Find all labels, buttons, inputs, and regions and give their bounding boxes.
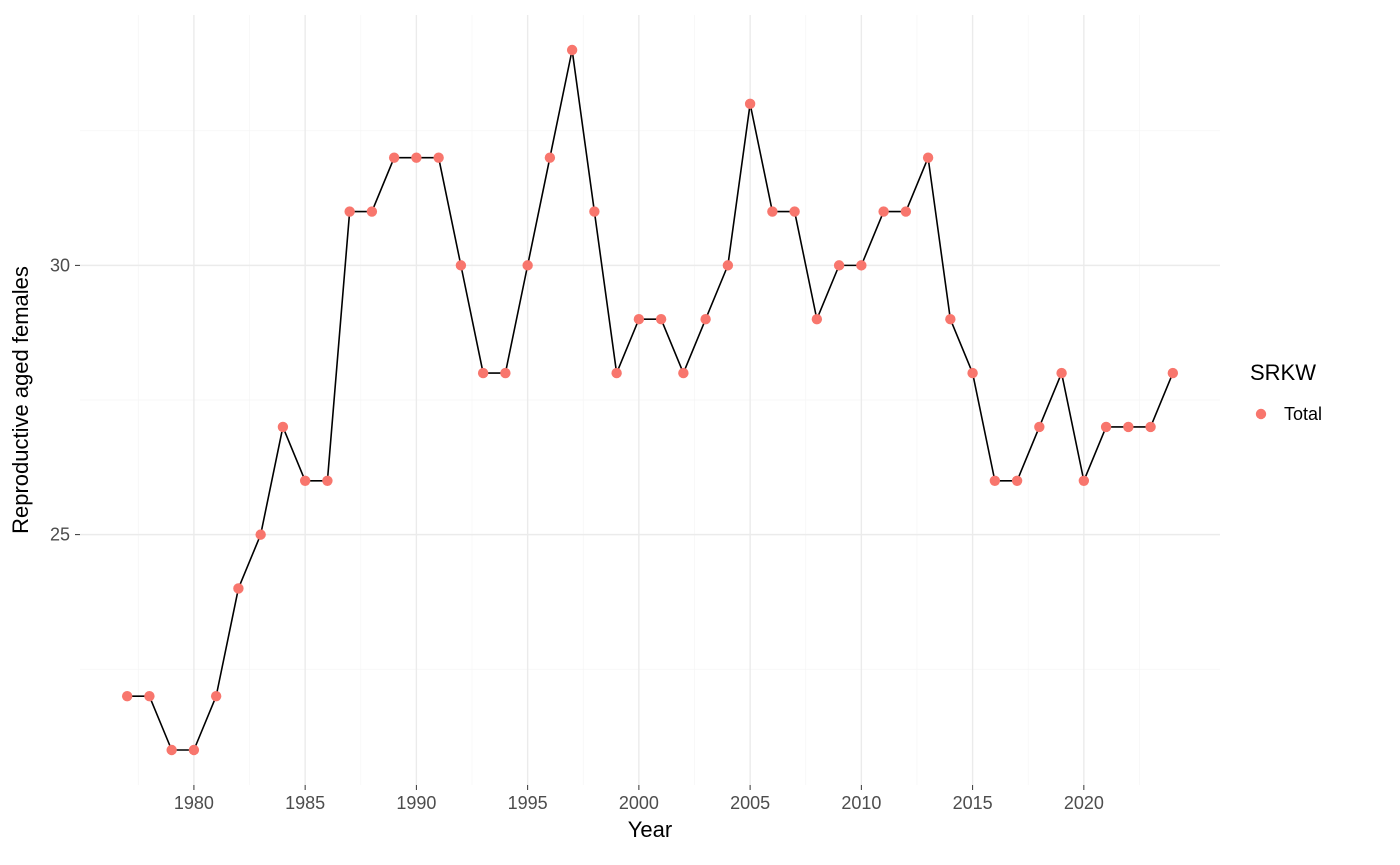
data-point: [433, 152, 443, 162]
data-point: [723, 260, 733, 270]
data-point: [1168, 368, 1178, 378]
data-point: [211, 691, 221, 701]
legend: SRKW Total: [1250, 360, 1322, 425]
data-point: [300, 476, 310, 486]
y-axis-title: Reproductive aged females: [8, 266, 33, 534]
x-tick-label: 1995: [508, 793, 548, 813]
data-point: [500, 368, 510, 378]
x-tick-label: 1985: [285, 793, 325, 813]
x-tick-label: 2010: [841, 793, 881, 813]
data-point: [1101, 422, 1111, 432]
data-point: [878, 206, 888, 216]
data-point: [478, 368, 488, 378]
legend-item-label: Total: [1284, 404, 1322, 424]
data-point: [945, 314, 955, 324]
x-tick-label: 2020: [1064, 793, 1104, 813]
data-point: [1056, 368, 1066, 378]
data-point: [767, 206, 777, 216]
chart-container: 1980 1985 1990 1995 2000 2005 2010 2015 2020 25 30…: [0, 0, 1400, 865]
data-point: [700, 314, 710, 324]
data-point: [1012, 476, 1022, 486]
data-point: [322, 476, 332, 486]
data-point: [990, 476, 1000, 486]
chart-svg: 1980 1985 1990 1995 2000 2005 2010 2015 2020 25 30…: [0, 0, 1400, 865]
data-point: [678, 368, 688, 378]
data-point: [656, 314, 666, 324]
data-point: [856, 260, 866, 270]
data-point: [411, 152, 421, 162]
data-point: [389, 152, 399, 162]
data-point: [122, 691, 132, 701]
x-tick-label: 1980: [174, 793, 214, 813]
data-point: [233, 583, 243, 593]
x-tick-label: 1990: [396, 793, 436, 813]
data-point: [367, 206, 377, 216]
data-point: [789, 206, 799, 216]
data-point: [745, 99, 755, 109]
data-point: [589, 206, 599, 216]
x-axis-title: Year: [628, 817, 672, 842]
data-point: [1123, 422, 1133, 432]
data-point: [567, 45, 577, 55]
data-point: [812, 314, 822, 324]
data-point: [834, 260, 844, 270]
data-point: [1145, 422, 1155, 432]
y-tick-label: 25: [50, 525, 70, 545]
x-tick-label: 2005: [730, 793, 770, 813]
data-point: [634, 314, 644, 324]
data-point: [1034, 422, 1044, 432]
data-point: [611, 368, 621, 378]
data-point: [545, 152, 555, 162]
legend-title: SRKW: [1250, 360, 1316, 385]
grid-minor: [80, 15, 1220, 785]
data-point: [967, 368, 977, 378]
data-point: [522, 260, 532, 270]
y-tick-label: 30: [50, 255, 70, 275]
data-point: [923, 152, 933, 162]
x-tick-label: 2015: [953, 793, 993, 813]
data-point: [344, 206, 354, 216]
data-point: [901, 206, 911, 216]
data-point: [144, 691, 154, 701]
data-point: [1079, 476, 1089, 486]
data-point: [278, 422, 288, 432]
data-point: [255, 529, 265, 539]
data-point: [166, 745, 176, 755]
data-point: [456, 260, 466, 270]
x-tick-label: 2000: [619, 793, 659, 813]
legend-key-point: [1256, 409, 1266, 419]
data-point: [189, 745, 199, 755]
